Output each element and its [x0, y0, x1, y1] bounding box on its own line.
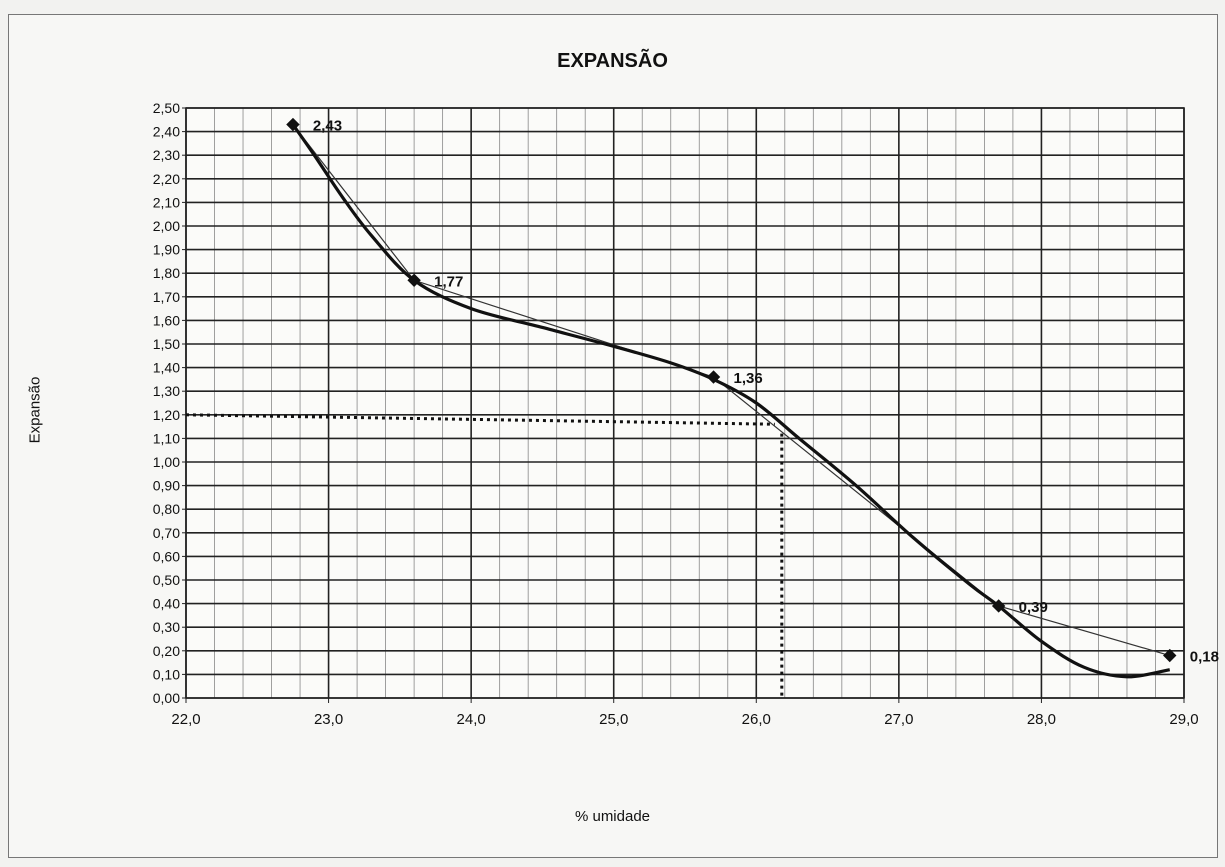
x-tick-label: 27,0 — [884, 711, 913, 728]
data-label: 0,39 — [1019, 599, 1048, 616]
plot-border — [185, 107, 1185, 699]
y-tick-label: 1,90 — [153, 242, 180, 258]
x-tick-label: 28,0 — [1027, 711, 1056, 728]
y-tick-label: 1,70 — [153, 289, 180, 305]
data-point-marker — [1163, 648, 1177, 663]
x-tick-label: 25,0 — [599, 711, 628, 728]
y-tick-label: 0,60 — [153, 548, 180, 564]
data-label: 2,43 — [313, 118, 342, 135]
y-tick-label: 0,30 — [153, 619, 180, 635]
x-tick-label: 22,0 — [171, 711, 200, 728]
data-label: 1,77 — [434, 273, 463, 290]
y-tick-label: 0,70 — [153, 525, 180, 541]
y-tick-label: 2,20 — [153, 171, 180, 187]
plot-area — [186, 108, 1184, 698]
y-tick-label: 2,30 — [153, 147, 180, 163]
chart-title: EXPANSÃO — [557, 50, 668, 72]
x-tick-label: 29,0 — [1169, 711, 1198, 728]
y-tick-label: 1,80 — [153, 265, 180, 281]
y-tick-label: 1,40 — [153, 360, 180, 376]
y-tick-label: 1,30 — [153, 383, 180, 399]
y-tick-label: 0,80 — [153, 501, 180, 517]
y-tick-label: 2,40 — [153, 124, 180, 140]
y-tick-label: 1,50 — [153, 336, 180, 352]
y-tick-label: 1,60 — [153, 312, 180, 328]
x-tick-label: 26,0 — [742, 711, 771, 728]
data-point-marker — [706, 370, 721, 384]
y-tick-label: 0,10 — [153, 666, 180, 682]
reference-line-horizontal — [185, 413, 775, 426]
x-axis-label: % umidade — [574, 808, 651, 825]
y-tick-label: 0,50 — [153, 572, 180, 588]
y-tick-label: 2,50 — [153, 100, 180, 116]
y-tick-label: 0,00 — [153, 690, 180, 706]
data-point-marker — [286, 117, 300, 132]
data-label: 1,36 — [734, 370, 763, 387]
data-label: 0,18 — [1190, 649, 1219, 666]
x-tick-label: 23,0 — [314, 711, 343, 728]
data-point-marker — [991, 599, 1006, 613]
data-point-marker — [407, 273, 421, 287]
y-tick-label: 0,40 — [153, 596, 180, 612]
y-tick-label: 0,20 — [153, 643, 180, 659]
y-tick-label: 0,90 — [153, 478, 180, 494]
y-tick-label: 2,10 — [153, 194, 180, 210]
y-tick-label: 1,20 — [153, 407, 180, 423]
x-tick-label: 24,0 — [457, 711, 486, 728]
y-tick-label: 1,00 — [153, 454, 180, 470]
y-tick-label: 1,10 — [153, 430, 180, 446]
trend-curve — [291, 123, 1171, 679]
y-tick-label: 2,00 — [153, 218, 180, 234]
